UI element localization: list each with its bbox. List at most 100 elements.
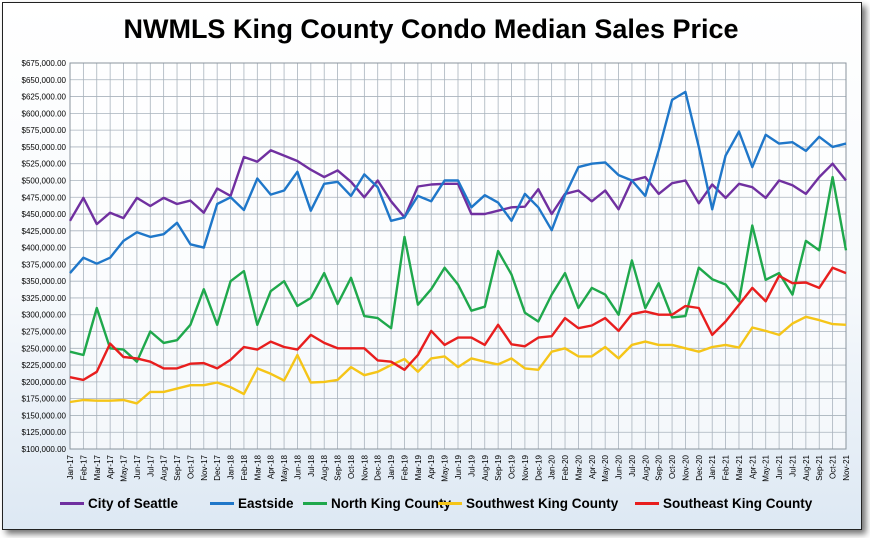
legend-swatch (303, 502, 327, 505)
y-tick-label: $375,000.00 (22, 260, 67, 269)
x-tick-label: Jan-21 (708, 454, 717, 479)
x-tick-label: Dec-19 (534, 454, 543, 480)
y-tick-label: $675,000.00 (22, 59, 67, 68)
y-tick-label: $600,000.00 (22, 109, 67, 118)
x-tick-label: Aug-19 (481, 454, 490, 480)
chart-legend: City of Seattle Eastside North King County… (60, 496, 820, 520)
x-tick-label: Dec-18 (374, 454, 383, 480)
x-tick-label: Oct-20 (668, 454, 677, 479)
y-tick-label: $650,000.00 (22, 76, 67, 85)
y-tick-label: $425,000.00 (22, 227, 67, 236)
legend-item-city-of-seattle: City of Seattle (60, 496, 178, 511)
x-tick-label: Sep-19 (494, 454, 503, 480)
x-tick-label: Mar-21 (735, 454, 744, 480)
legend-item-eastside: Eastside (210, 496, 294, 511)
x-tick-label: Mar-19 (414, 454, 423, 480)
x-tick-label: Aug-21 (802, 454, 811, 480)
x-tick-label: Nov-18 (360, 454, 369, 480)
x-tick-label: Apr-19 (427, 454, 436, 479)
x-tick-label: Jul-18 (307, 454, 316, 476)
y-tick-label: $525,000.00 (22, 160, 67, 169)
y-tick-label: $500,000.00 (22, 176, 67, 185)
y-tick-label: $225,000.00 (22, 361, 67, 370)
x-tick-label: Jun-19 (454, 454, 463, 479)
y-tick-label: $250,000.00 (22, 344, 67, 353)
plot-border (69, 62, 847, 450)
legend-label: Southwest King County (466, 496, 619, 511)
x-tick-label: Jun-21 (775, 454, 784, 479)
x-tick-label: Jan-20 (548, 454, 557, 479)
y-tick-label: $100,000.00 (22, 445, 67, 454)
x-tick-label: Jan-17 (66, 454, 75, 479)
x-tick-label: Oct-19 (508, 454, 517, 479)
legend-label: North King County (331, 496, 451, 511)
y-tick-label: $625,000.00 (22, 93, 67, 102)
legend-item-southeast-king-county: Southeast King County (635, 496, 812, 511)
y-tick-label: $200,000.00 (22, 378, 67, 387)
x-tick-label: Jun-17 (133, 454, 142, 479)
x-tick-label: Nov-17 (200, 454, 209, 480)
x-tick-label: Aug-20 (641, 454, 650, 480)
x-tick-label: Apr-18 (267, 454, 276, 479)
x-tick-label: Feb-20 (561, 454, 570, 480)
y-tick-label: $475,000.00 (22, 193, 67, 202)
x-tick-label: May-21 (762, 454, 771, 481)
x-tick-label: Dec-20 (695, 454, 704, 480)
x-tick-label: Sep-18 (334, 454, 343, 480)
y-tick-label: $325,000.00 (22, 294, 67, 303)
series-line-north-king-county (69, 175, 848, 363)
y-tick-label: $275,000.00 (22, 328, 67, 337)
x-tick-label: Apr-21 (748, 454, 757, 479)
y-tick-label: $300,000.00 (22, 311, 67, 320)
legend-label: City of Seattle (88, 496, 179, 511)
x-tick-label: Feb-19 (400, 454, 409, 480)
x-tick-label: Jan-18 (227, 454, 236, 479)
legend-swatch (438, 502, 462, 505)
legend-swatch (60, 502, 84, 505)
x-tick-label: Jul-17 (146, 454, 155, 476)
series-line-southwest-king-county (69, 315, 847, 405)
x-tick-label: Apr-20 (588, 454, 597, 479)
legend-label: Eastside (238, 496, 294, 511)
x-tick-label: Aug-18 (320, 454, 329, 480)
x-tick-label: Jul-21 (788, 454, 797, 476)
x-tick-label: Mar-20 (574, 454, 583, 480)
y-tick-label: $550,000.00 (22, 143, 67, 152)
x-tick-label: May-18 (280, 454, 289, 481)
legend-label: Southeast King County (663, 496, 813, 511)
x-tick-label: Apr-17 (106, 454, 115, 479)
legend-swatch (210, 502, 234, 505)
x-tick-label: Sep-21 (815, 454, 824, 480)
chart-title: NWMLS King County Condo Median Sales Pri… (123, 14, 739, 44)
legend-swatch (635, 502, 659, 505)
x-tick-label: Nov-21 (842, 454, 851, 480)
x-tick-label: Sep-20 (655, 454, 664, 480)
x-tick-label: Mar-17 (93, 454, 102, 480)
x-tick-label: May-20 (601, 454, 610, 481)
y-tick-label: $125,000.00 (22, 428, 67, 437)
x-tick-label: Nov-20 (681, 454, 690, 480)
x-tick-label: Mar-18 (253, 454, 262, 480)
x-tick-label: Jan-19 (387, 454, 396, 479)
x-tick-label: Jun-20 (615, 454, 624, 479)
y-tick-label: $400,000.00 (22, 244, 67, 253)
legend-item-north-king-county: North King County (303, 496, 451, 511)
y-tick-label: $175,000.00 (22, 395, 67, 404)
series-line-southeast-king-county (69, 266, 847, 382)
x-tick-label: May-17 (120, 454, 129, 481)
x-tick-label: Dec-17 (213, 454, 222, 480)
x-tick-label: May-19 (441, 454, 450, 481)
x-tick-label: Aug-17 (160, 454, 169, 480)
x-tick-label: Feb-21 (722, 454, 731, 480)
x-tick-label: Jun-18 (293, 454, 302, 479)
x-tick-label: Oct-17 (186, 454, 195, 479)
y-tick-label: $575,000.00 (22, 126, 67, 135)
x-tick-label: Oct-21 (829, 454, 838, 479)
y-tick-label: $150,000.00 (22, 411, 67, 420)
x-tick-label: Feb-18 (240, 454, 249, 480)
x-tick-label: Jul-19 (467, 454, 476, 476)
x-tick-label: Jul-20 (628, 454, 637, 476)
y-tick-label: $350,000.00 (22, 277, 67, 286)
x-tick-label: Nov-19 (521, 454, 530, 480)
